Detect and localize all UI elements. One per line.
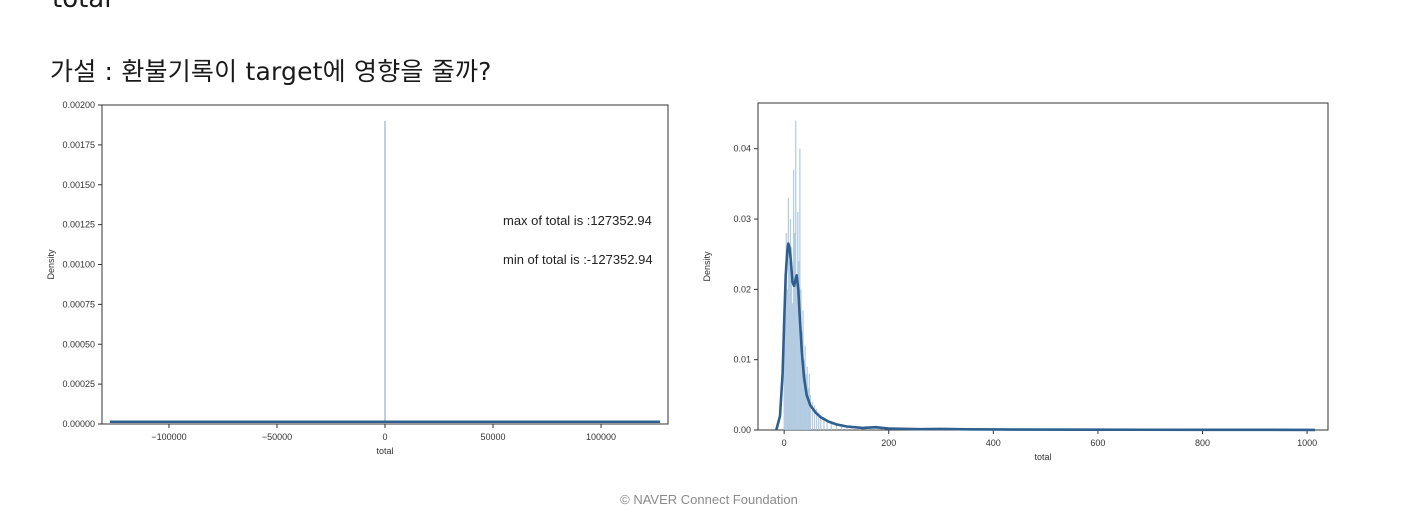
right-x-tick-label: 400 <box>986 438 1001 448</box>
right-hist-bar <box>898 428 900 430</box>
right-hist-bar <box>811 401 814 430</box>
right-y-tick-label: 0.02 <box>733 284 751 294</box>
right-hist-bar <box>800 289 802 430</box>
right-hist-bar <box>875 425 877 430</box>
right-x-tick-label: 200 <box>881 438 896 448</box>
right-hist-bar <box>1149 429 1151 431</box>
right-y-tick-label: 0.04 <box>733 144 751 154</box>
left-y-tick-label: 0.00050 <box>62 339 95 349</box>
left-x-axis-label: total <box>376 446 393 456</box>
slide-heading: 가설 : 환불기록이 target에 영향을 줄까? <box>50 57 492 86</box>
right-hist-bar <box>813 405 816 430</box>
right-hist-bar <box>803 359 805 430</box>
right-hist-bar <box>807 387 809 430</box>
left-x-tick-label: 50000 <box>480 432 505 442</box>
right-hist-bar <box>1045 429 1047 431</box>
right-hist-bar <box>801 331 803 430</box>
right-hist-bar <box>802 310 804 430</box>
right-hist-bar <box>786 289 788 430</box>
right-hist-bar <box>806 366 808 430</box>
left-annotation-max: max of total is :127352.94 <box>503 213 652 228</box>
right-hist-bar <box>788 261 791 430</box>
right-hist-bar <box>841 425 843 430</box>
right-hist-bar <box>804 345 806 430</box>
right-hist-bar <box>940 429 942 430</box>
right-y-tick-label: 0.03 <box>733 214 751 224</box>
right-hist-bar <box>805 373 807 430</box>
left-annotation-min: min of total is :-127352.94 <box>503 252 653 267</box>
footer-copyright: © NAVER Connect Foundation <box>620 492 798 507</box>
right-hist-bar <box>797 212 799 430</box>
right-hist-bar <box>799 148 801 431</box>
right-hist-bar <box>795 120 797 431</box>
right-x-tick-label: 0 <box>782 438 787 448</box>
right-hist-bar <box>794 233 796 430</box>
right-hist-bar <box>798 261 800 430</box>
left-x-tick-label: −100000 <box>151 432 186 442</box>
right-hist-bar <box>859 427 861 430</box>
right-hist-bar <box>1201 429 1204 431</box>
right-plot-frame <box>757 102 1329 431</box>
right-x-tick-label: 1000 <box>1297 438 1317 448</box>
right-hist-bar <box>789 219 792 430</box>
left-y-tick-label: 0.00075 <box>62 299 95 309</box>
right-hist-bar <box>826 420 828 430</box>
right-hist-bar <box>818 412 820 430</box>
right-hist-bar <box>882 428 885 430</box>
left-y-tick-label: 0.00000 <box>62 419 95 429</box>
right-hist-bar <box>791 303 794 430</box>
right-hist-bar <box>835 423 838 430</box>
right-hist-bar <box>1097 429 1099 431</box>
right-hist-bar <box>867 427 869 430</box>
right-hist-bar <box>784 317 786 430</box>
left-chart-group: −100000 −50000 0 50000 100000 0.00000 0.00025 0… <box>46 100 669 456</box>
left-y-tick-label: 0.00200 <box>62 100 95 110</box>
left-plot-frame <box>101 104 669 425</box>
right-hist-bar <box>1254 429 1256 431</box>
right-hist-bar <box>815 408 818 430</box>
left-y-tick-label: 0.00125 <box>62 220 95 230</box>
left-y-tick-label: 0.00175 <box>62 140 95 150</box>
left-y-axis-label: Density <box>46 249 56 280</box>
right-hist-bar <box>1306 429 1308 431</box>
right-hist-bar <box>796 275 798 430</box>
right-y-tick-label: 0.00 <box>733 425 751 435</box>
right-hist-bar <box>820 415 822 430</box>
right-y-tick-label: 0.01 <box>733 355 751 365</box>
right-hist-bar <box>851 426 853 430</box>
left-x-tick-label: 100000 <box>586 432 616 442</box>
right-chart-group: 0 200 400 600 800 1000 0.00 0.01 0.02 0.03 0.04 tot… <box>702 102 1329 462</box>
left-x-tick-label: −50000 <box>262 432 292 442</box>
right-hist-bar <box>830 421 832 430</box>
left-y-tick-label: 0.00100 <box>62 260 95 270</box>
right-x-tick-label: 800 <box>1195 438 1210 448</box>
right-hist-bar <box>792 169 795 430</box>
right-hist-bar <box>823 417 825 430</box>
left-y-tick-label: 0.00025 <box>62 379 95 389</box>
right-y-axis-label: Density <box>702 251 712 282</box>
right-x-tick-label: 600 <box>1090 438 1105 448</box>
right-x-axis-label: total <box>1034 452 1051 462</box>
right-hist-bar <box>787 197 790 430</box>
right-hist-bar <box>809 394 811 430</box>
right-hist-bar <box>966 429 968 430</box>
left-x-tick-label: 0 <box>382 432 387 442</box>
left-y-tick-label: 0.00150 <box>62 180 95 190</box>
right-hist-bar <box>785 233 787 430</box>
right-hist-bar <box>1003 429 1005 431</box>
right-hist-bar <box>846 425 848 430</box>
right-hist-bar <box>790 247 793 430</box>
right-hist-bar <box>808 373 810 430</box>
top-cut-text: total <box>52 0 111 14</box>
right-hist-bar <box>783 345 785 430</box>
right-hist-bar <box>919 429 921 430</box>
right-kde-line <box>775 242 1315 432</box>
